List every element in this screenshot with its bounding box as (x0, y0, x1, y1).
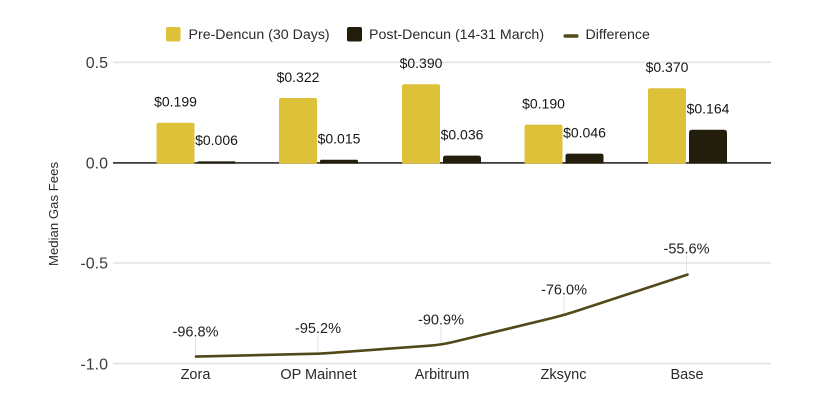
svg-text:-95.2%: -95.2% (295, 321, 341, 337)
svg-text:OP Mainnet: OP Mainnet (280, 367, 356, 383)
svg-text:Zksync: Zksync (541, 367, 587, 383)
svg-text:-55.6%: -55.6% (664, 242, 710, 258)
svg-text:-1.0: -1.0 (80, 356, 108, 373)
svg-text:$0.046: $0.046 (563, 124, 606, 140)
svg-text:Pre-Dencun (30 Days): Pre-Dencun (30 Days) (189, 27, 330, 43)
svg-text:$0.370: $0.370 (646, 59, 689, 75)
svg-text:Base: Base (670, 367, 703, 383)
svg-text:Median Gas Fees: Median Gas Fees (46, 162, 61, 266)
svg-text:0.0: 0.0 (86, 156, 108, 173)
svg-text:-0.5: -0.5 (80, 256, 108, 273)
svg-text:Post-Dencun (14-31 March): Post-Dencun (14-31 March) (369, 27, 544, 43)
svg-text:-76.0%: -76.0% (541, 283, 587, 299)
svg-text:$0.015: $0.015 (318, 131, 361, 147)
svg-text:$0.199: $0.199 (154, 94, 197, 110)
svg-text:-90.9%: -90.9% (418, 313, 464, 329)
svg-text:$0.322: $0.322 (277, 69, 320, 85)
svg-text:0.5: 0.5 (86, 55, 108, 72)
svg-text:$0.036: $0.036 (441, 126, 484, 142)
svg-text:Zora: Zora (181, 367, 212, 383)
svg-text:Difference: Difference (586, 27, 651, 43)
svg-text:$0.390: $0.390 (400, 55, 443, 71)
svg-text:$0.006: $0.006 (195, 132, 238, 148)
svg-text:$0.190: $0.190 (522, 95, 565, 111)
svg-text:Arbitrum: Arbitrum (415, 367, 470, 383)
svg-text:$0.164: $0.164 (687, 101, 730, 117)
svg-text:-96.8%: -96.8% (173, 324, 219, 340)
